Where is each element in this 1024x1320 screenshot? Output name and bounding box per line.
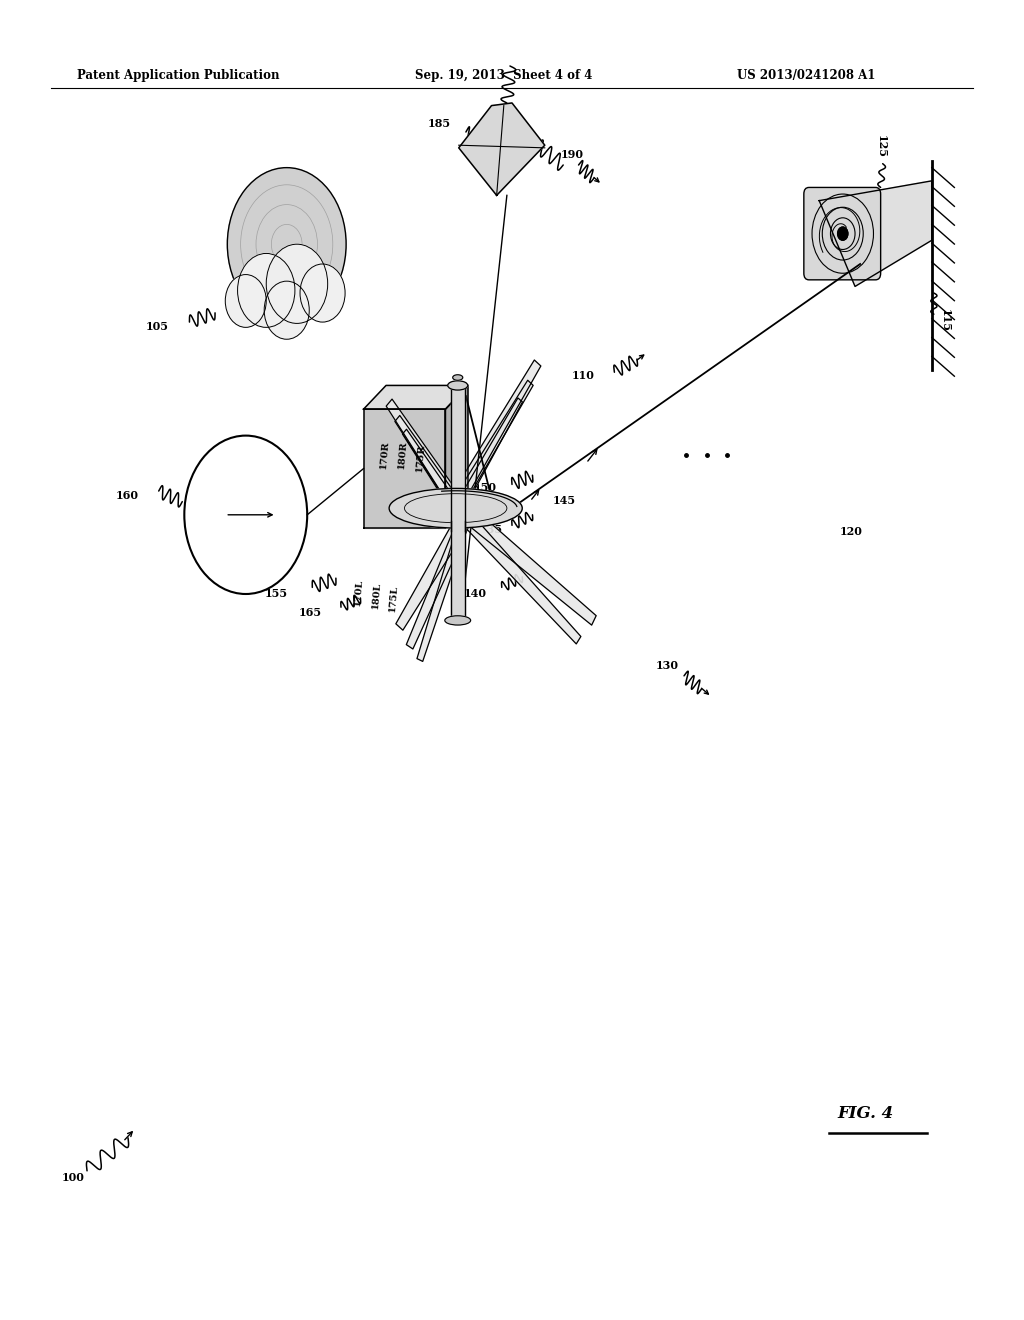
Text: US 2013/0241208 A1: US 2013/0241208 A1	[737, 69, 876, 82]
Polygon shape	[364, 409, 445, 528]
Text: 175L: 175L	[388, 585, 399, 612]
Polygon shape	[460, 510, 581, 644]
Circle shape	[266, 244, 328, 323]
Text: 180L: 180L	[371, 581, 382, 610]
Text: 115: 115	[940, 309, 951, 333]
Text: 100: 100	[61, 1172, 84, 1184]
Text: 155: 155	[264, 587, 288, 599]
Ellipse shape	[447, 381, 468, 391]
Text: 110: 110	[571, 370, 594, 381]
Text: 160: 160	[116, 490, 138, 502]
Polygon shape	[453, 360, 541, 504]
Text: 170L: 170L	[353, 578, 365, 607]
Polygon shape	[402, 429, 462, 517]
Polygon shape	[396, 512, 470, 630]
Circle shape	[264, 281, 309, 339]
Polygon shape	[459, 103, 545, 195]
Polygon shape	[445, 385, 468, 528]
Polygon shape	[451, 385, 465, 531]
Text: 140: 140	[464, 587, 486, 599]
Text: 145: 145	[553, 495, 577, 507]
Text: 125: 125	[876, 135, 887, 158]
Polygon shape	[451, 521, 465, 620]
Polygon shape	[455, 397, 522, 512]
Text: 105: 105	[145, 321, 168, 333]
Text: Sep. 19, 2013  Sheet 4 of 4: Sep. 19, 2013 Sheet 4 of 4	[415, 69, 592, 82]
Text: 190: 190	[561, 149, 584, 161]
Circle shape	[238, 253, 295, 327]
Circle shape	[838, 227, 848, 240]
Text: 170R: 170R	[379, 441, 390, 470]
Text: 180R: 180R	[397, 441, 409, 470]
Circle shape	[225, 275, 266, 327]
Text: 120: 120	[840, 525, 862, 537]
Text: 185: 185	[428, 117, 452, 129]
Polygon shape	[395, 416, 463, 513]
FancyBboxPatch shape	[804, 187, 881, 280]
Text: FIG. 4: FIG. 4	[838, 1105, 894, 1122]
Polygon shape	[386, 399, 463, 511]
Ellipse shape	[389, 488, 522, 528]
Text: 135: 135	[479, 524, 503, 536]
Polygon shape	[407, 517, 470, 649]
Polygon shape	[454, 380, 534, 507]
Polygon shape	[819, 181, 932, 286]
Text: 130: 130	[655, 660, 678, 672]
Polygon shape	[417, 520, 468, 661]
Text: 150: 150	[474, 482, 497, 494]
Text: 175R: 175R	[415, 444, 426, 473]
Text: Patent Application Publication: Patent Application Publication	[77, 69, 280, 82]
Circle shape	[300, 264, 345, 322]
Ellipse shape	[453, 375, 463, 380]
Polygon shape	[460, 502, 596, 626]
Ellipse shape	[444, 615, 471, 626]
Circle shape	[227, 168, 346, 321]
Text: 165: 165	[299, 607, 323, 619]
Polygon shape	[364, 385, 468, 409]
